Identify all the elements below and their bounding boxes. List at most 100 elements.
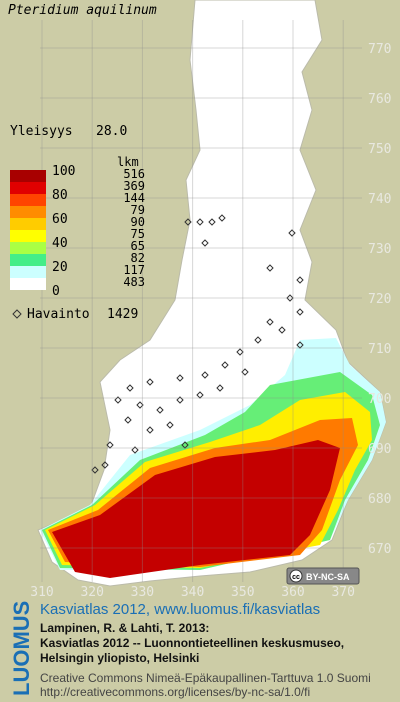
x-grid-label: 320 — [80, 585, 103, 600]
legend-scale-label: 0 — [52, 284, 60, 299]
observation-symbol — [12, 309, 22, 319]
y-grid-label: 770 — [368, 42, 391, 57]
observation-marker — [266, 318, 274, 326]
y-grid-label: 720 — [368, 292, 391, 307]
legend-count: 79 — [131, 203, 145, 217]
observation-marker — [176, 374, 184, 382]
citation-line: Lampinen, R. & Lahti, T. 2013: — [40, 621, 209, 635]
observation-marker — [146, 426, 154, 434]
legend-swatch — [10, 182, 46, 194]
x-grid-label: 340 — [181, 585, 204, 600]
observation-marker — [241, 368, 249, 376]
observation-marker — [126, 384, 134, 392]
observation-marker — [181, 441, 189, 449]
badge-icon: cc — [292, 574, 300, 581]
legend-count: 369 — [123, 179, 145, 193]
legend-count: 144 — [123, 191, 145, 205]
legend-count: 117 — [123, 263, 145, 277]
observation-marker — [146, 378, 154, 386]
legend-count: 82 — [131, 251, 145, 265]
x-grid-label: 330 — [131, 585, 154, 600]
y-grid-label: 730 — [368, 242, 391, 257]
observation-marker — [156, 406, 164, 414]
observation-marker — [296, 276, 304, 284]
observation-marker — [218, 214, 226, 222]
observation-marker — [296, 341, 304, 349]
legend-scale-label: 60 — [52, 212, 68, 227]
observation-marker — [114, 396, 122, 404]
observation-marker — [106, 441, 114, 449]
observation-marker — [201, 371, 209, 379]
y-grid-label: 740 — [368, 192, 391, 207]
frequency-value: 28.0 — [96, 124, 127, 139]
citation-line: Kasviatlas 2012 -- Luonnontieteellinen k… — [40, 636, 344, 650]
zone-red — [52, 440, 340, 578]
observation-marker — [236, 348, 244, 356]
y-grid-label: 760 — [368, 92, 391, 107]
legend-swatch — [10, 254, 46, 266]
observation-marker — [176, 396, 184, 404]
x-grid-label: 350 — [231, 585, 254, 600]
y-grid-label: 670 — [368, 542, 391, 557]
y-grid-label: 750 — [368, 142, 391, 157]
x-grid-label: 370 — [331, 585, 354, 600]
y-grid-label: 690 — [368, 442, 391, 457]
citation-line: Helsingin yliopisto, Helsinki — [40, 651, 199, 665]
x-grid-label: 360 — [281, 585, 304, 600]
y-grid-label: 700 — [368, 392, 391, 407]
observation-marker — [288, 229, 296, 237]
observation-marker — [136, 401, 144, 409]
observation-marker — [296, 308, 304, 316]
legend-count: 75 — [131, 227, 145, 241]
observation-marker — [196, 218, 204, 226]
y-grid-label: 710 — [368, 342, 391, 357]
badge-box — [286, 567, 360, 585]
legend-swatch — [10, 242, 46, 254]
observation-marker — [201, 239, 209, 247]
frequency-label: Yleisyys — [10, 124, 73, 139]
legend-swatch — [10, 230, 46, 242]
logo: LUOMUS — [9, 601, 34, 696]
observation-marker — [216, 384, 224, 392]
observation-marker — [266, 264, 274, 272]
legend-swatch — [10, 170, 46, 182]
license-badge: cc BY-NC-SA — [286, 567, 360, 585]
legend-scale-label: 20 — [52, 260, 68, 275]
observation-marker — [124, 416, 132, 424]
license-line: Creative Commons Nimeä-Epäkaupallinen-Ta… — [40, 671, 371, 685]
x-grid-label: 310 — [30, 585, 53, 600]
legend-count: 65 — [131, 239, 145, 253]
badge-text: BY-NC-SA — [306, 572, 350, 582]
observation-marker — [166, 421, 174, 429]
observation-marker — [278, 326, 286, 334]
observation-marker — [286, 294, 294, 302]
observation-marker — [221, 361, 229, 369]
badge-circle — [289, 569, 303, 583]
observation-marker — [131, 446, 139, 454]
observation-marker — [208, 218, 216, 226]
legend-swatch — [10, 278, 46, 290]
observation-marker — [91, 466, 99, 474]
observation-marker — [254, 336, 262, 344]
observation-markers — [91, 214, 304, 474]
legend-swatch — [10, 218, 46, 230]
legend-swatch — [10, 266, 46, 278]
observation-marker — [184, 218, 192, 226]
legend-scale-label: 80 — [52, 188, 68, 203]
observation-marker — [196, 391, 204, 399]
observation-count: 1429 — [107, 307, 138, 322]
observation-label: Havainto — [27, 307, 90, 322]
observation-marker — [101, 461, 109, 469]
footer-link[interactable]: Kasviatlas 2012, www.luomus.fi/kasviatla… — [40, 601, 320, 618]
legend-count: 516 — [123, 167, 145, 181]
legend-swatch — [10, 206, 46, 218]
title: Pteridium aquilinum — [8, 3, 157, 18]
legend-scale-label: 40 — [52, 236, 68, 251]
count-header: lkm — [117, 155, 139, 169]
license-line[interactable]: http://creativecommons.org/licenses/by-n… — [40, 685, 310, 699]
legend-count: 483 — [123, 275, 145, 289]
